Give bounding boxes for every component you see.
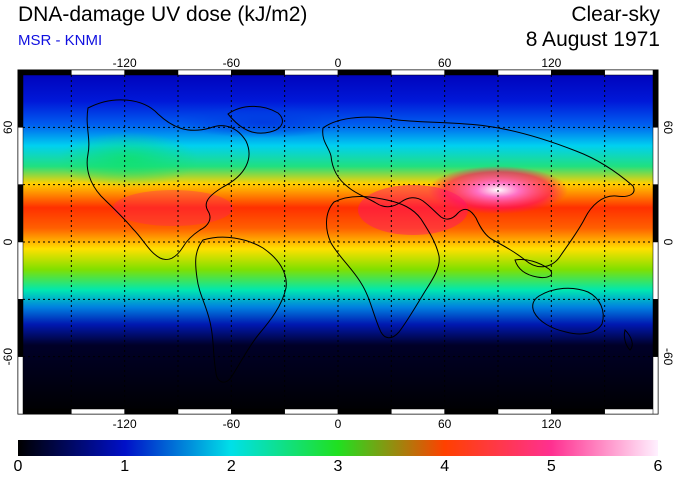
north-atlantic-low-dose [178,106,348,138]
left-frame-segment [17,241,24,300]
bottom-frame-segment [284,408,339,415]
right-frame-segment [652,184,659,243]
bottom-frame-segment [604,408,659,415]
bottom-frame-segment [124,408,179,415]
top-frame-segment [231,69,285,76]
mid-dose-region [113,190,233,226]
top-longitude-label: 0 [335,56,342,70]
map-gridlines [18,70,658,414]
eurasia-coastline [322,116,635,268]
top-frame-segment [71,69,125,76]
left-latitude-label: 0 [1,238,15,245]
sky-condition-label: Clear-sky [571,3,660,26]
uv-map-svg: -120 -60 0 60 120 -120 -60 0 60 120 60 0 -60 60 0 -60 [1,56,675,431]
greenland-coastline [227,105,283,134]
bottom-longitude-label: -120 [113,417,137,431]
africa-dose-region [358,185,468,235]
left-frame-segment [17,184,24,243]
bottom-frame-segment [177,408,232,415]
top-frame-segment [444,69,499,76]
left-latitude-label: 60 [1,120,15,134]
left-frame-segment [17,356,24,415]
page-title: DNA-damage UV dose (kJ/m2) [18,3,308,26]
top-longitude-label: -120 [113,56,137,70]
colorbar-svg [18,440,658,456]
africa-coastline [326,196,440,339]
right-frame-segment [652,356,659,415]
coastlines [86,99,635,383]
left-frame-segment [17,69,24,128]
colorbar-tick-label: 1 [120,458,130,475]
south-america-coastline [195,236,287,383]
top-longitude-label: -60 [223,56,241,70]
bottom-frame-segment [337,408,392,415]
bottom-longitude-label: -60 [223,417,241,431]
australia-coastline [532,287,604,335]
top-longitude-label: 60 [438,56,452,70]
bottom-frame-segment [71,408,125,415]
colorbar-tick-label: 5 [546,458,556,475]
bottom-frame-segment [391,408,445,415]
colorbar-bar [18,440,658,456]
top-longitude-label: 120 [541,56,561,70]
bottom-frame-segment [551,408,605,415]
colorbar-tick-label: 4 [440,458,450,475]
left-latitude-label: -60 [1,348,15,366]
top-frame-segment [17,69,72,76]
bottom-frame-segment [497,408,552,415]
right-frame-segment [652,241,659,300]
right-frame-segment [652,69,659,128]
bottom-frame-segment [17,408,72,415]
source-label: MSR - KNMI [18,32,103,49]
top-frame-segment [391,69,445,76]
top-frame-segment [604,69,659,76]
right-frame-segment [652,127,659,185]
bottom-frame-segment [231,408,285,415]
map-axis-labels: -120 -60 0 60 120 -120 -60 0 60 120 60 0 -60 60 0 -60 [1,56,675,431]
right-frame-segment [652,299,659,357]
lat-lon-frame-bars [17,69,659,415]
bottom-longitude-label: 60 [438,417,452,431]
top-frame-segment [497,69,552,76]
uv-dose-map: -120 -60 0 60 120 -120 -60 0 60 120 60 0 -60 60 0 -60 [1,56,675,431]
top-frame-segment [177,69,232,76]
right-latitude-label: 0 [661,239,675,246]
left-frame-segment [17,299,24,357]
bottom-frame-segment [444,408,499,415]
colorbar-tick-label: 0 [13,458,23,475]
colorbar: 0 1 2 3 4 5 6 [14,440,662,478]
top-frame-segment [551,69,605,76]
north-america-green-band [58,132,198,188]
bottom-longitude-label: 120 [541,417,561,431]
date-label: 8 August 1971 [525,28,660,51]
maritime-continent-coastline [514,259,553,278]
right-latitude-label: 60 [661,121,675,135]
top-frame-segment [124,69,179,76]
top-frame-segment [284,69,339,76]
top-frame-segment [337,69,392,76]
left-frame-segment [17,127,24,185]
colorbar-tick-label: 2 [226,458,236,475]
colorbar-tick-label: 3 [333,458,343,475]
bottom-longitude-label: 0 [335,417,342,431]
new-zealand-coastline [623,329,633,351]
north-america-coastline [86,99,250,261]
right-latitude-label: -60 [661,348,675,366]
colorbar-tick-label: 6 [653,458,663,475]
